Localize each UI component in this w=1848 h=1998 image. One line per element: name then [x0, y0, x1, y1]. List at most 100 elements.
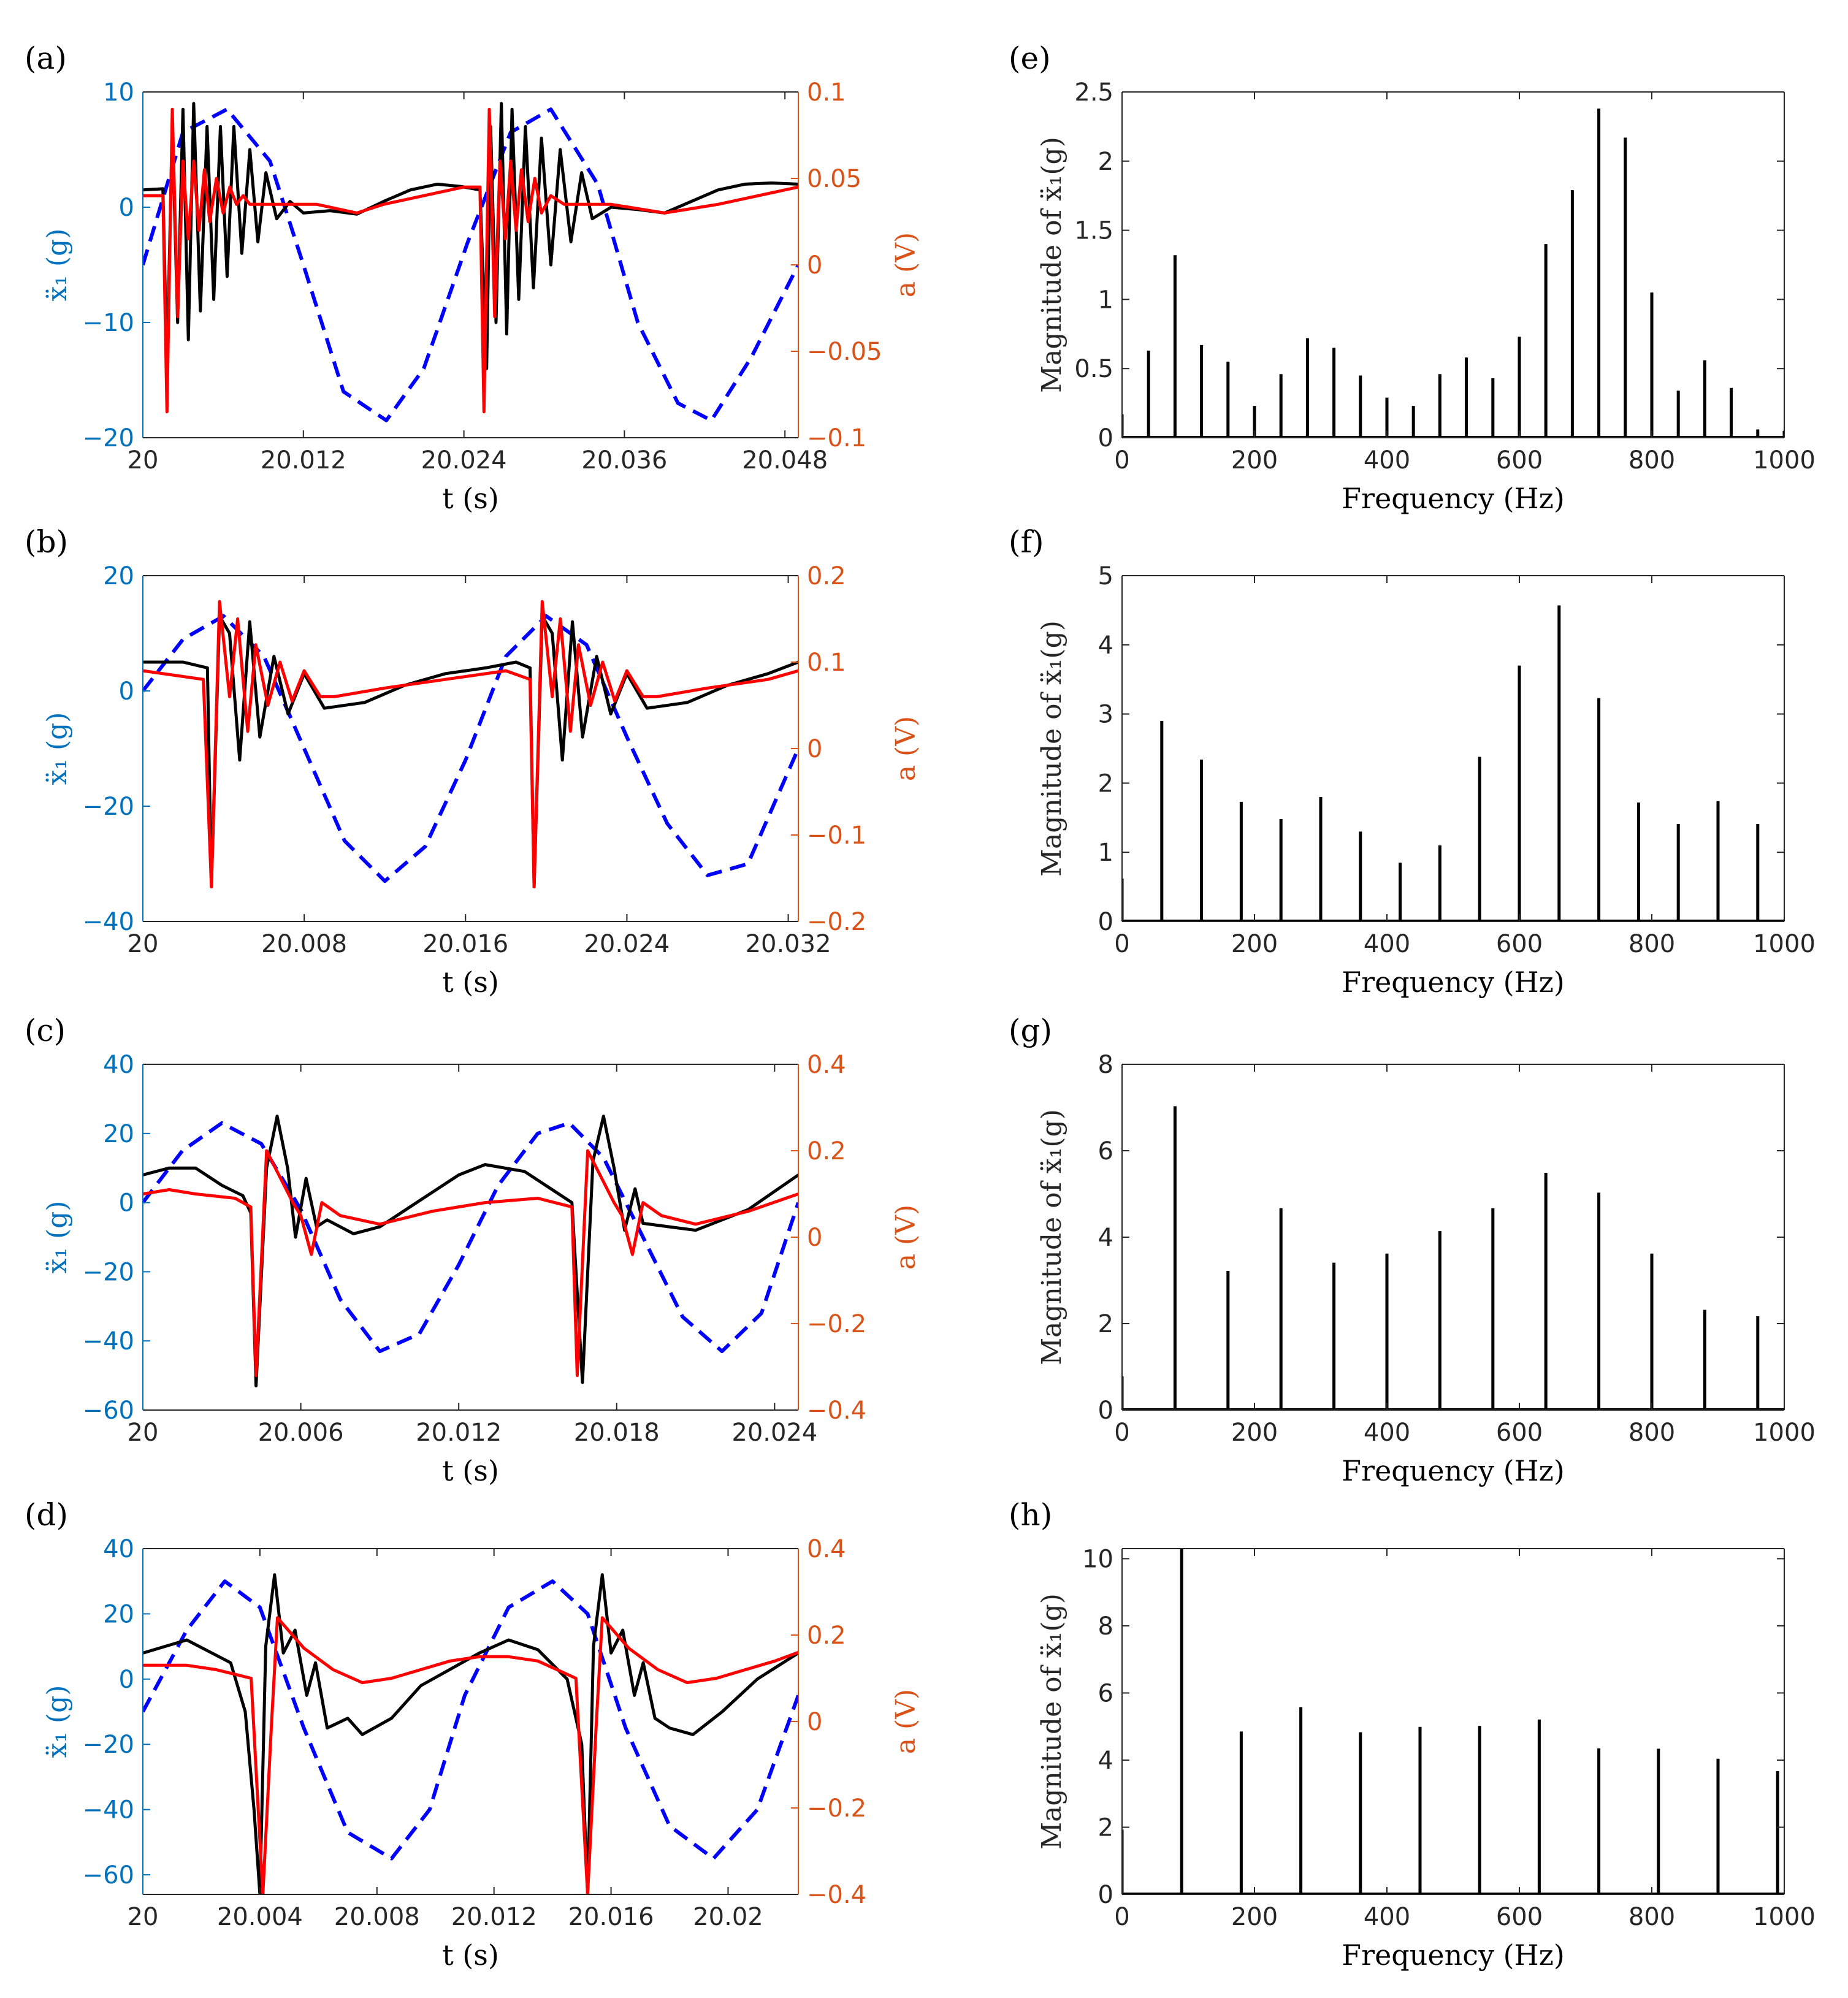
plot-area	[1122, 109, 1784, 438]
x-tick-label: 20.024	[731, 1419, 817, 1447]
y2-tick-label: 0.4	[807, 1051, 846, 1079]
x-tick-label: 20.006	[258, 1419, 344, 1447]
panel-h: (h) 0 200 400 600 800 1000 0 2 4 6 8 10 Frequency (Hz…	[1009, 1497, 1816, 1972]
panel-label: (h)	[1009, 1497, 1052, 1533]
panel-f: (f) 0 200 400 600 800 1000 0 1 2 3 4 5 Frequency (Hz)…	[1009, 524, 1816, 999]
y2-axis-label: a (V)	[890, 716, 922, 781]
y-axis-label: ẍ₁ (g)	[42, 229, 73, 302]
x-axis-label: Frequency (Hz)	[1342, 1454, 1565, 1487]
x-tick-label: 400	[1364, 930, 1410, 958]
x-tick-label: 20.012	[416, 1419, 502, 1447]
x-tick-label: 20.012	[451, 1903, 537, 1931]
series-excitation	[143, 107, 798, 422]
plot-area	[143, 102, 798, 422]
panel-label: (c)	[25, 1013, 66, 1048]
panel-a: (a) 20 20.012 20.024 20.036 20.048 −20 −10 0 10 −0…	[25, 40, 922, 515]
plot-area	[1122, 1106, 1784, 1410]
y2-tick-label: 0	[807, 251, 822, 280]
y-tick-label: 8	[1098, 1051, 1113, 1079]
panel-d: (d) 20 20.004 20.008 20.012 20.016 20.02 −60 −40…	[25, 1497, 922, 1972]
y-tick-label: 4	[1098, 1747, 1113, 1775]
y2-tick-label: 0	[807, 1708, 822, 1736]
y-tick-label: 0	[119, 1666, 134, 1694]
x-axis-label: Frequency (Hz)	[1342, 1939, 1565, 1972]
y-tick-label: 20	[103, 562, 134, 590]
x-axis-label: Frequency (Hz)	[1342, 966, 1565, 999]
y-tick-label: 4	[1098, 1224, 1113, 1252]
x-tick-label: 600	[1496, 446, 1543, 475]
y-axis-label: Magnitude of ẍ₁(g)	[1036, 137, 1067, 393]
y-tick-label: −10	[83, 309, 134, 337]
y2-tick-label: 0.2	[807, 1622, 846, 1650]
x-tick-label: 600	[1496, 930, 1543, 958]
x-tick-label: 20.024	[421, 446, 507, 475]
x-tick-label: 800	[1628, 446, 1675, 475]
y-tick-label: 10	[103, 78, 134, 107]
x-tick-label: 0	[1114, 1903, 1129, 1931]
y-tick-label: 40	[103, 1535, 134, 1563]
panel-label: (f)	[1009, 524, 1044, 560]
x-tick-label: 20	[128, 446, 159, 475]
x-tick-label: 800	[1628, 930, 1675, 958]
series-model	[143, 1616, 798, 1894]
panel-e: (e) 0 200 400 600 800 1000 0 0.5 1 1.5 2 2.5 Frequenc…	[1009, 40, 1816, 515]
x-tick-label: 600	[1496, 1419, 1543, 1447]
x-axis-label: t (s)	[442, 1939, 499, 1972]
plot-area	[143, 1115, 798, 1387]
y-tick-label: 6	[1098, 1679, 1113, 1707]
y-axis-label: ẍ₁ (g)	[42, 712, 73, 785]
x-tick-label: 800	[1628, 1903, 1675, 1931]
y2-tick-label: −0.4	[807, 1881, 866, 1909]
x-tick-label: 200	[1231, 1419, 1278, 1447]
x-tick-label: 1000	[1753, 1419, 1816, 1447]
plot-area	[143, 600, 798, 889]
y-tick-label: −20	[83, 1731, 134, 1759]
panel-g: (g) 0 200 400 600 800 1000 0 2 4 6 8 Frequency (Hz) M…	[1009, 1013, 1816, 1487]
y-tick-label: −20	[83, 424, 134, 452]
y-axis-label: Magnitude of ẍ₁(g)	[1036, 620, 1067, 877]
y2-tick-label: 0.2	[807, 562, 846, 590]
x-tick-label: 200	[1231, 446, 1278, 475]
y-tick-label: 20	[103, 1600, 134, 1628]
x-tick-label: 400	[1364, 1419, 1410, 1447]
y2-axis-label: a (V)	[890, 1689, 922, 1754]
y-axis-label: ẍ₁ (g)	[42, 1685, 73, 1758]
y2-tick-label: 0	[807, 735, 822, 763]
series-model	[143, 600, 798, 889]
y2-tick-label: −0.2	[807, 1310, 866, 1338]
x-tick-label: 20	[128, 1903, 159, 1931]
y-tick-label: 10	[1082, 1545, 1113, 1573]
y-tick-label: 20	[103, 1120, 134, 1148]
y-tick-label: −60	[83, 1861, 134, 1889]
y2-tick-label: 0.2	[807, 1137, 846, 1165]
panel-label: (d)	[25, 1497, 68, 1533]
x-axis-label: t (s)	[442, 966, 499, 999]
panel-label: (b)	[25, 524, 68, 560]
series-measured	[143, 102, 798, 370]
x-tick-label: 1000	[1753, 446, 1816, 475]
y-tick-label: 3	[1098, 701, 1113, 729]
x-tick-label: 200	[1231, 1903, 1278, 1931]
y2-tick-label: −0.1	[807, 822, 866, 850]
y-axis-label: ẍ₁ (g)	[42, 1201, 73, 1274]
y2-tick-label: 0.1	[807, 78, 846, 107]
y2-tick-label: −0.2	[807, 908, 866, 936]
panel-c: (c) 20 20.006 20.012 20.018 20.024 −60 −40 −20 0 2…	[25, 1013, 922, 1487]
x-tick-label: 20.016	[568, 1903, 654, 1931]
x-tick-label: 20.008	[261, 930, 347, 958]
series-model	[143, 1149, 798, 1378]
x-tick-label: 20.016	[422, 930, 508, 958]
x-tick-label: 20	[128, 1419, 159, 1447]
y2-tick-label: 0	[807, 1224, 822, 1252]
y-tick-label: 1.5	[1074, 217, 1113, 245]
y2-tick-label: 0.05	[807, 165, 861, 193]
y-tick-label: −40	[83, 908, 134, 936]
x-tick-label: 0	[1114, 446, 1129, 475]
x-tick-label: 200	[1231, 930, 1278, 958]
x-tick-label: 0	[1114, 930, 1129, 958]
y-tick-label: 6	[1098, 1137, 1113, 1165]
y-tick-label: −40	[83, 1796, 134, 1825]
y-tick-label: 0	[1098, 1881, 1113, 1909]
plot-area	[1122, 605, 1784, 921]
y-tick-label: −20	[83, 1258, 134, 1286]
